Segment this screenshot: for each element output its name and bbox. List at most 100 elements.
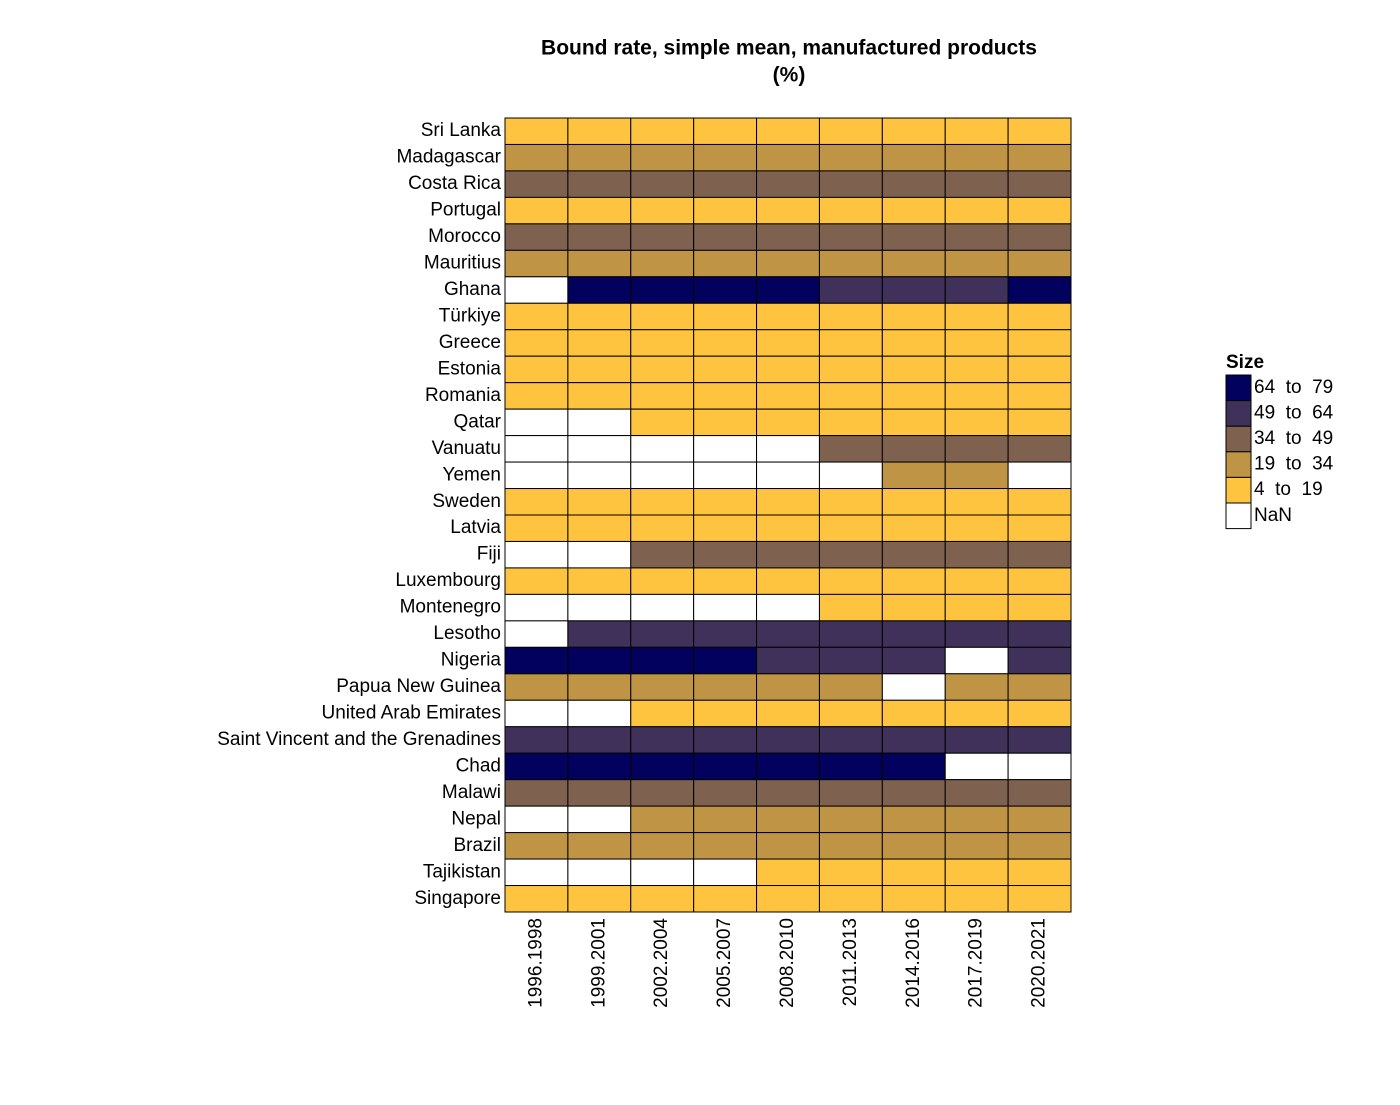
heatmap-cell [818,726,883,754]
heatmap-cell [756,170,820,198]
heatmap-cell [630,646,695,675]
heatmap-cell [944,117,1009,145]
heatmap-cell [881,117,946,145]
heatmap-cell [881,143,946,172]
heatmap-cell [1007,435,1072,463]
heatmap-cell [630,117,695,145]
heatmap-cell [756,223,820,251]
heatmap-cell [756,726,820,754]
heatmap-cell [630,885,695,913]
heatmap-cell [756,514,820,542]
heatmap-cell [944,170,1009,198]
heatmap-cell [756,885,820,913]
heatmap-cell [504,593,569,622]
heatmap-cell [693,885,758,913]
heatmap-cell [567,117,632,145]
heatmap-cell [881,223,946,251]
heatmap-cell [756,196,820,225]
heatmap-cell [567,461,632,490]
heatmap-cell [756,805,820,834]
heatmap-cell [881,302,946,331]
heatmap-cell [881,699,946,728]
y-tick-label: Nepal [451,808,501,829]
heatmap-cell [881,805,946,834]
heatmap-cell [567,514,632,542]
heatmap-cell [818,673,883,701]
heatmap-cell [818,699,883,728]
heatmap-cell [567,805,632,834]
heatmap-cell [818,223,883,251]
heatmap-cell [567,355,632,384]
heatmap-cell [818,514,883,542]
heatmap-cell [756,382,820,410]
y-tick-label: Madagascar [396,147,501,168]
y-tick-label: Sri Lanka [421,120,502,141]
heatmap-cell [818,593,883,622]
heatmap-cell [630,461,695,490]
heatmap-cell [1007,540,1072,569]
heatmap-cell [944,223,1009,251]
heatmap-cell [504,699,569,728]
heatmap-cell [630,196,695,225]
heatmap-cell [881,646,946,675]
x-tick-label: 2020.2021 [1029,918,1050,1008]
heatmap-cell [567,435,632,463]
heatmap-cell [1007,329,1072,357]
heatmap-cell [630,726,695,754]
heatmap-cell [818,302,883,331]
heatmap-cell [1007,699,1072,728]
heatmap-cell [693,196,758,225]
heatmap-cell [881,752,946,781]
heatmap-cell [693,832,758,860]
heatmap-cell [693,646,758,675]
heatmap-cell [756,408,820,437]
x-tick-label: 1999.2001 [588,918,609,1008]
heatmap-cell [693,143,758,172]
heatmap-cell [1007,461,1072,490]
heatmap-cell [504,646,569,675]
y-tick-label: Vanuatu [432,438,501,459]
heatmap-cell [504,514,569,542]
heatmap-cell [693,408,758,437]
heatmap-cell [818,329,883,357]
y-tick-label: Sweden [432,491,501,512]
heatmap-cell [504,620,569,648]
heatmap-cell [567,699,632,728]
heatmap-cell [881,620,946,648]
heatmap-cell [630,673,695,701]
heatmap-cell [567,885,632,913]
heatmap-cell [944,435,1009,463]
heatmap-cell [881,170,946,198]
heatmap-cell [567,567,632,595]
heatmap-cell [944,832,1009,860]
heatmap-cell [756,567,820,595]
heatmap-cell [567,620,632,648]
heatmap-cell [693,620,758,648]
heatmap-cell [693,593,758,622]
heatmap-cell [881,673,946,701]
heatmap-cell [504,223,569,251]
x-tick-label: 1996.1998 [525,918,546,1008]
heatmap-cell [818,567,883,595]
heatmap-cell [818,540,883,569]
heatmap-cell [1007,382,1072,410]
y-tick-label: Malawi [442,782,501,803]
heatmap-cell [504,276,569,304]
heatmap-cell [756,355,820,384]
heatmap-cell [756,435,820,463]
y-tick-label: Latvia [450,517,501,538]
heatmap-cell [944,540,1009,569]
heatmap-cell [881,435,946,463]
heatmap-cell [693,223,758,251]
legend-label: NaN [1254,505,1292,526]
heatmap-cell [756,858,820,887]
heatmap-cell [693,170,758,198]
heatmap-cell [881,329,946,357]
y-tick-label: Romania [425,385,501,406]
heatmap-cell [818,620,883,648]
y-tick-label: Montenegro [400,597,501,618]
heatmap-cell [693,461,758,490]
heatmap-cell [693,117,758,145]
heatmap-cell [881,726,946,754]
